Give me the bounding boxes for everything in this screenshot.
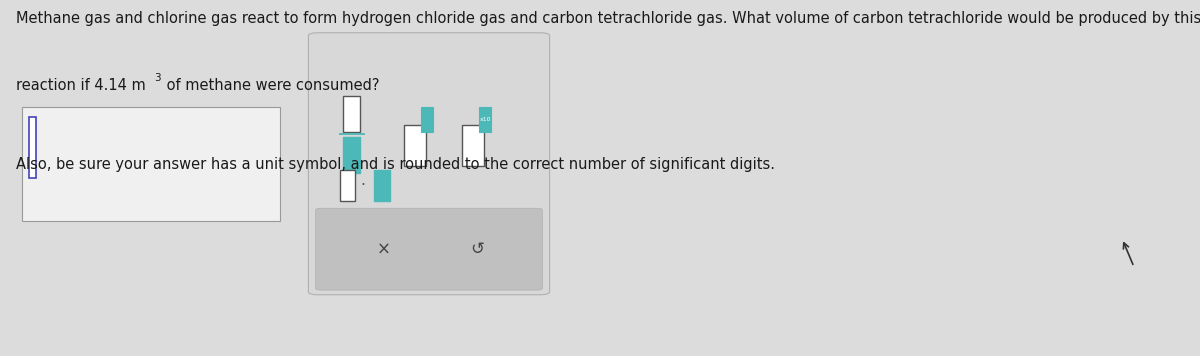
Text: Also, be sure your answer has a unit symbol, and is rounded to the correct numbe: Also, be sure your answer has a unit sym…: [16, 157, 775, 172]
Text: ·: ·: [360, 178, 365, 193]
FancyBboxPatch shape: [421, 107, 433, 132]
FancyBboxPatch shape: [404, 125, 426, 166]
FancyBboxPatch shape: [29, 117, 36, 178]
FancyBboxPatch shape: [374, 170, 390, 201]
FancyBboxPatch shape: [462, 125, 484, 166]
FancyBboxPatch shape: [343, 137, 360, 173]
Text: ↺: ↺: [470, 240, 484, 258]
Text: Methane gas and chlorine gas react to form hydrogen chloride gas and carbon tetr: Methane gas and chlorine gas react to fo…: [16, 11, 1200, 26]
FancyBboxPatch shape: [479, 107, 491, 132]
Text: 3: 3: [155, 73, 161, 83]
FancyBboxPatch shape: [316, 208, 542, 290]
FancyBboxPatch shape: [308, 33, 550, 295]
FancyBboxPatch shape: [340, 170, 355, 201]
Text: of methane were consumed?: of methane were consumed?: [162, 78, 379, 93]
Text: x10: x10: [480, 117, 492, 122]
Text: reaction if 4.14 m: reaction if 4.14 m: [16, 78, 145, 93]
FancyBboxPatch shape: [343, 96, 360, 132]
Text: ×: ×: [377, 240, 390, 258]
FancyBboxPatch shape: [22, 107, 280, 221]
